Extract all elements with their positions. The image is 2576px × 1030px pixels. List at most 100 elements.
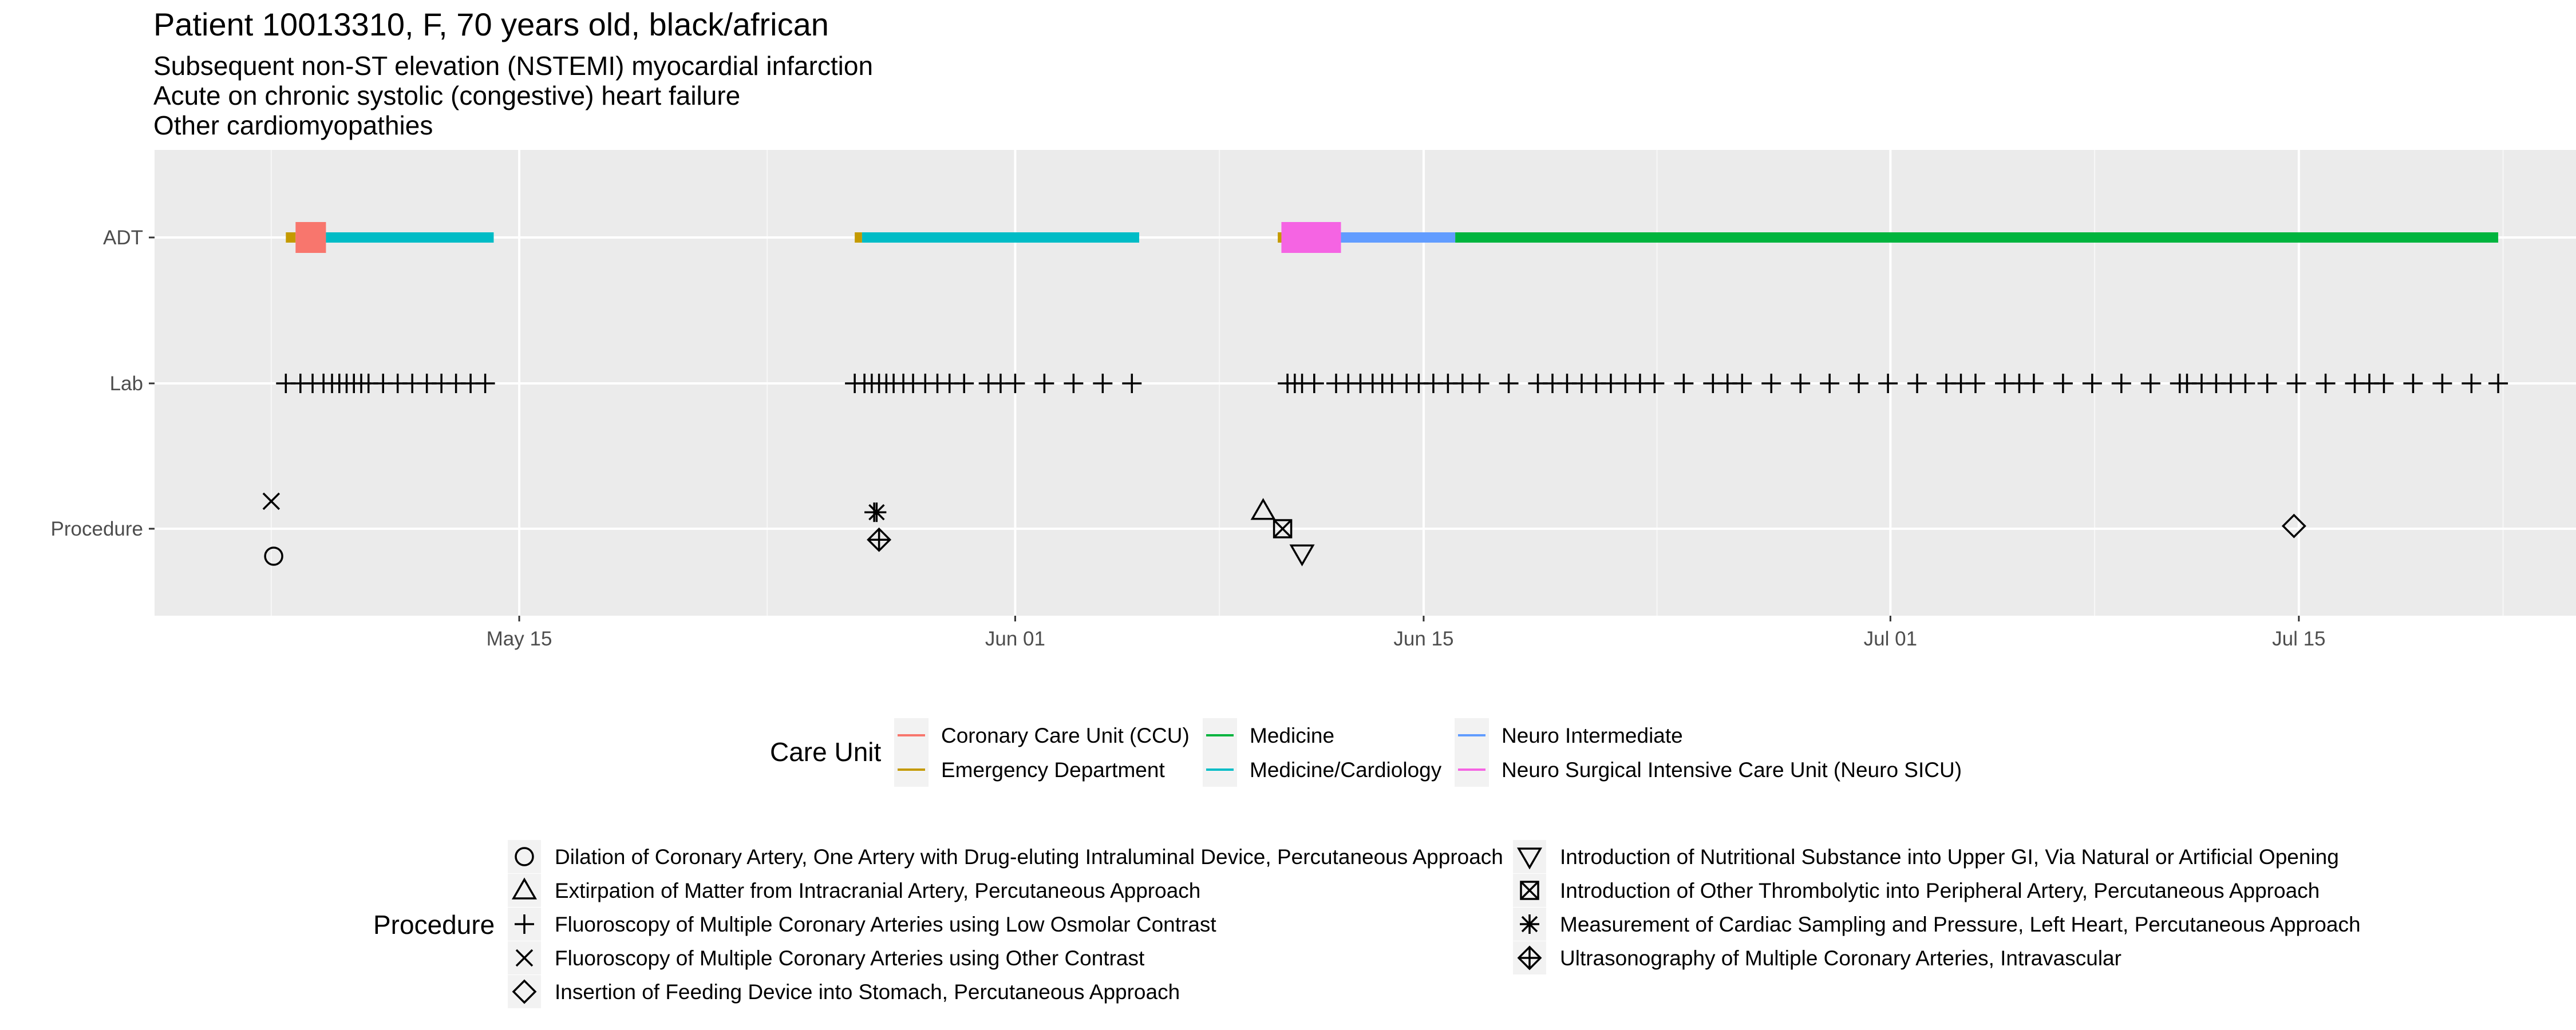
chart-subtitle-2: Acute on chronic systolic (congestive) h…: [153, 81, 741, 110]
lab-mark: [1469, 374, 1490, 393]
legend-label: Ultrasonography of Multiple Coronary Art…: [1560, 946, 2121, 970]
care-unit-legend-item: Medicine/Cardiology: [1203, 752, 1442, 787]
procedure-legend-item: Extirpation of Matter from Intracranial …: [508, 874, 1200, 907]
adt-segment: [286, 232, 296, 243]
lab-mark: [1499, 374, 1519, 393]
legend-symbol: [1516, 847, 1543, 870]
procedure-mark: [2281, 513, 2306, 538]
procedure-legend-item: Introduction of Other Thrombolytic into …: [1513, 874, 2320, 907]
procedure-mark: [264, 546, 283, 566]
legend-label: Coronary Care Unit (CCU): [941, 724, 1190, 747]
lab-mark: [1093, 374, 1113, 393]
chart-title: Patient 10013310, F, 70 years old, black…: [153, 6, 829, 42]
lab-mark: [2111, 374, 2131, 393]
legend-label: Insertion of Feeding Device into Stomach…: [555, 980, 1180, 1004]
procedure-legend-item: Ultrasonography of Multiple Coronary Art…: [1513, 941, 2121, 974]
lab-mark: [2257, 374, 2277, 393]
adt-segment: [1278, 232, 1282, 243]
lab-mark: [1878, 374, 1898, 393]
lab-mark: [1034, 374, 1054, 393]
adt-segment: [1455, 232, 2499, 243]
procedure-legend-item: Measurement of Cardiac Sampling and Pres…: [1513, 908, 2361, 941]
legend-label: Fluoroscopy of Multiple Coronary Arterie…: [555, 913, 1216, 936]
legend-symbol: [515, 914, 534, 934]
procedure-mark: [262, 492, 280, 510]
legend-label: Introduction of Nutritional Substance in…: [1560, 845, 2339, 869]
lab-mark: [1005, 374, 1025, 393]
lab-mark: [1849, 374, 1869, 393]
care-unit-legend-item: Coronary Care Unit (CCU): [894, 718, 1190, 752]
adt-segment: [862, 232, 1140, 243]
care-unit-legend-item: Neuro Surgical Intensive Care Unit (Neur…: [1455, 752, 1962, 787]
procedure-legend-item: Insertion of Feeding Device into Stomach…: [508, 975, 1180, 1008]
chart-subtitle-3: Other cardiomyopathies: [153, 110, 433, 140]
procedure-mark: [867, 527, 892, 552]
lab-mark: [2053, 374, 2073, 393]
procedure-legend-item: Dilation of Coronary Artery, One Artery …: [508, 840, 1503, 873]
legend-label: Fluoroscopy of Multiple Coronary Arterie…: [555, 946, 1145, 970]
x-tick-label: Jun 01: [985, 628, 1045, 650]
lab-mark: [2082, 374, 2102, 393]
lab-mark: [2403, 374, 2423, 393]
procedure-mark: [1273, 519, 1293, 538]
adt-segment: [1281, 222, 1341, 253]
care-unit-legend-item: Emergency Department: [894, 752, 1165, 787]
adt-segment: [855, 232, 862, 243]
lab-mark: [2374, 374, 2394, 393]
legend-label: Dilation of Coronary Artery, One Artery …: [555, 845, 1503, 869]
care-unit-legend-title: Care Unit: [770, 737, 882, 767]
lab-mark: [1732, 374, 1752, 393]
x-tick-label: Jul 01: [1864, 628, 1917, 650]
legend-label: Emergency Department: [941, 758, 1165, 782]
lab-mark: [475, 374, 495, 393]
procedure-mark: [1289, 544, 1315, 566]
lab-mark: [1674, 374, 1694, 393]
adt-segment: [1341, 232, 1456, 243]
y-tick-label: ADT: [103, 227, 143, 249]
lab-mark: [1761, 374, 1781, 393]
lab-mark: [2462, 374, 2482, 393]
legend-label: Introduction of Other Thrombolytic into …: [1560, 879, 2320, 902]
procedure-mark: [867, 502, 887, 522]
lab-mark: [1820, 374, 1840, 393]
lab-mark: [1907, 374, 1927, 393]
x-tick-label: May 15: [487, 628, 552, 650]
procedure-legend-item: Fluoroscopy of Multiple Coronary Arterie…: [508, 908, 1216, 941]
x-tick-label: Jul 15: [2272, 628, 2325, 650]
legend-symbol: [1517, 945, 1542, 970]
legend-symbol: [1520, 881, 1539, 900]
legend-label: Neuro Surgical Intensive Care Unit (Neur…: [1502, 758, 1962, 782]
lab-mark: [1645, 374, 1665, 393]
lab-mark: [1452, 374, 1472, 393]
lab-mark: [1965, 374, 1985, 393]
legend-label: Medicine: [1250, 724, 1334, 747]
legend-symbol: [515, 949, 534, 967]
lab-mark: [2488, 374, 2508, 393]
legend-label: Measurement of Cardiac Sampling and Pres…: [1560, 913, 2361, 936]
procedure-mark: [1250, 498, 1276, 520]
legend-symbol: [512, 979, 537, 1004]
lab-mark: [1064, 374, 1084, 393]
lab-mark: [2432, 374, 2452, 393]
y-tick-label: Procedure: [51, 518, 143, 540]
lab-mark: [954, 374, 974, 393]
lab-mark: [1791, 374, 1811, 393]
chart-subtitle-1: Subsequent non-ST elevation (NSTEMI) myo…: [153, 51, 874, 81]
lab-mark: [2140, 374, 2160, 393]
lab-mark: [1122, 374, 1142, 393]
legend-label: Extirpation of Matter from Intracranial …: [555, 879, 1200, 902]
x-tick-label: Jun 15: [1393, 628, 1453, 650]
lab-mark: [2235, 374, 2255, 393]
legend-key: [508, 840, 541, 873]
procedure-legend-item: Introduction of Nutritional Substance in…: [1513, 840, 2339, 873]
legend-symbol: [1520, 914, 1539, 934]
procedure-legend-item: Fluoroscopy of Multiple Coronary Arterie…: [508, 941, 1145, 974]
care-unit-legend-item: Medicine: [1203, 718, 1334, 752]
procedure-legend-title: Procedure: [373, 910, 495, 940]
lab-mark: [1304, 374, 1324, 393]
lab-mark: [2316, 374, 2336, 393]
legend-label: Neuro Intermediate: [1502, 724, 1683, 747]
legend-label: Medicine/Cardiology: [1250, 758, 1442, 782]
y-tick-label: Lab: [110, 373, 143, 395]
